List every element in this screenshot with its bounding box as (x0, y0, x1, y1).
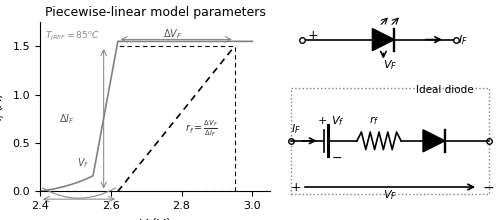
X-axis label: $V_F$(V): $V_F$(V) (138, 217, 172, 220)
Text: Ideal diode: Ideal diode (416, 85, 474, 95)
Text: +: + (308, 29, 318, 42)
Text: $I_F$: $I_F$ (458, 33, 468, 46)
Text: $V_f$: $V_f$ (330, 114, 344, 128)
Text: $\Delta I_F$: $\Delta I_F$ (59, 112, 74, 126)
Title: Piecewise-linear model parameters: Piecewise-linear model parameters (44, 6, 266, 19)
Text: $T_{jREF} = 85^oC$: $T_{jREF} = 85^oC$ (46, 30, 100, 43)
Text: +: + (318, 116, 327, 126)
Y-axis label: $I_F$(A): $I_F$(A) (0, 93, 7, 121)
Text: $\Delta V_F$: $\Delta V_F$ (163, 28, 182, 41)
Text: $V_F$: $V_F$ (383, 188, 397, 202)
Text: $r_f$: $r_f$ (370, 114, 380, 127)
Text: $V_F$: $V_F$ (383, 58, 397, 72)
Text: $-$: $-$ (482, 180, 494, 194)
Text: $V_f$: $V_f$ (77, 156, 89, 170)
Text: +: + (291, 180, 302, 194)
Text: $r_f = \frac{\Delta V_F}{\Delta I_F}$: $r_f = \frac{\Delta V_F}{\Delta I_F}$ (185, 118, 218, 139)
Text: $I_F$: $I_F$ (291, 122, 301, 136)
Text: $-$: $-$ (330, 151, 342, 164)
Polygon shape (423, 130, 445, 152)
Polygon shape (372, 29, 394, 51)
